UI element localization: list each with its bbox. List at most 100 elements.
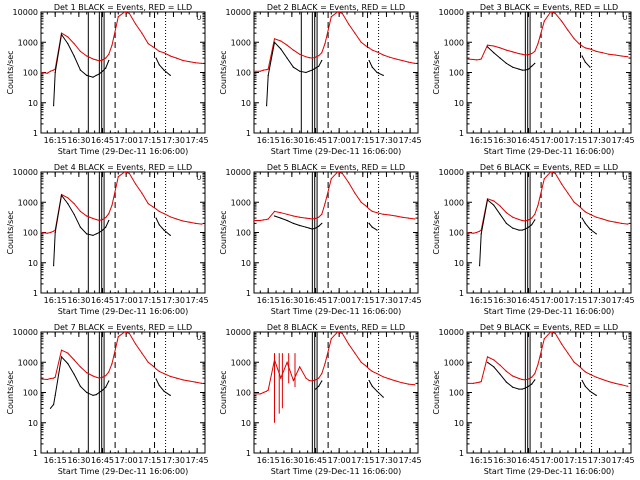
y-axis-label: Counts/sec — [219, 370, 228, 414]
y-tick-label: 10 — [28, 259, 38, 268]
x-tick-label: 16:15 — [44, 136, 67, 145]
x-tick-label: 17:00 — [541, 136, 564, 145]
x-axis-label: Start Time (29-Dec-11 16:06:00) — [271, 147, 402, 156]
y-tick-label: 10 — [241, 419, 251, 428]
x-tick-label: 16:15 — [257, 456, 280, 465]
plot-data — [467, 332, 629, 453]
panel-title: Det 4 BLACK = Events, RED = LLD — [54, 163, 192, 172]
x-axis-label: Start Time (29-Dec-11 16:06:00) — [58, 147, 189, 156]
x-tick-label: 16:30 — [67, 136, 90, 145]
x-tick-label: 17:45 — [186, 456, 209, 465]
plot-data — [467, 172, 629, 293]
x-tick-label: 17:45 — [612, 136, 635, 145]
y-tick-label: 10000 — [439, 328, 464, 337]
y-tick-label: 100 — [236, 69, 251, 78]
panel-det-5: Det 5 BLACK = Events, RED = LLD ∪ 1 10 100 10… — [219, 163, 422, 316]
y-tick-label: 10000 — [13, 328, 38, 337]
events-series-black — [581, 55, 591, 68]
x-tick-label: 16:15 — [257, 296, 280, 305]
y-tick-label: 1000 — [444, 198, 464, 207]
lld-series-red — [41, 12, 202, 74]
corner-marker: ∪ — [409, 173, 415, 182]
y-tick-label: 1 — [246, 129, 251, 138]
x-tick-label: 17:30 — [162, 136, 185, 145]
panel-title: Det 1 BLACK = Events, RED = LLD — [54, 3, 192, 12]
x-tick-label: 17:00 — [541, 296, 564, 305]
panel-det-7: Det 7 BLACK = Events, RED = LLD ∪ 1 10 100 10… — [6, 323, 209, 476]
x-tick-label: 17:15 — [138, 136, 161, 145]
y-tick-label: 1 — [246, 289, 251, 298]
y-axis-label: Counts/sec — [6, 50, 15, 94]
y-axis-label: Counts/sec — [219, 50, 228, 94]
events-series-black — [155, 57, 171, 76]
events-series-black — [155, 217, 171, 236]
panel-det-8: Det 8 BLACK = Events, RED = LLD ∪ 1 10 100 10… — [219, 323, 422, 476]
y-tick-label: 10000 — [226, 328, 251, 337]
corner-marker: ∪ — [622, 333, 628, 342]
y-tick-label: 1 — [33, 289, 38, 298]
corner-marker: ∪ — [622, 13, 628, 22]
events-series-black — [581, 217, 597, 235]
x-tick-label: 17:45 — [399, 136, 422, 145]
x-tick-label: 17:00 — [115, 456, 138, 465]
y-tick-label: 10000 — [226, 168, 251, 177]
x-tick-label: 17:00 — [115, 296, 138, 305]
y-tick-label: 10 — [28, 419, 38, 428]
y-tick-label: 100 — [23, 69, 38, 78]
panel-title: Det 8 BLACK = Events, RED = LLD — [267, 323, 405, 332]
x-tick-label: 17:00 — [328, 296, 351, 305]
y-tick-label: 10 — [454, 259, 464, 268]
y-tick-label: 10000 — [439, 168, 464, 177]
corner-marker: ∪ — [409, 333, 415, 342]
events-series-black — [368, 60, 384, 76]
panel-det-2: Det 2 BLACK = Events, RED = LLD ∪ 1 10 100 10… — [219, 3, 422, 156]
x-tick-label: 16:45 — [517, 136, 540, 145]
y-tick-label: 1 — [459, 289, 464, 298]
x-tick-label: 16:15 — [470, 456, 493, 465]
x-tick-label: 17:00 — [328, 136, 351, 145]
x-tick-label: 17:30 — [162, 456, 185, 465]
y-tick-label: 1000 — [231, 198, 251, 207]
x-tick-label: 17:15 — [351, 296, 374, 305]
lld-series-red — [41, 172, 202, 234]
y-tick-label: 1 — [459, 129, 464, 138]
x-tick-label: 17:00 — [115, 136, 138, 145]
x-tick-label: 16:15 — [44, 456, 67, 465]
y-tick-label: 10 — [454, 419, 464, 428]
x-tick-label: 17:15 — [564, 296, 587, 305]
x-tick-label: 17:30 — [375, 456, 398, 465]
panel-grid: Det 1 BLACK = Events, RED = LLD ∪ 1 10 100 10… — [6, 3, 635, 476]
x-tick-label: 17:00 — [328, 456, 351, 465]
x-tick-label: 16:30 — [493, 296, 516, 305]
x-tick-label: 17:30 — [588, 456, 611, 465]
y-tick-label: 100 — [449, 229, 464, 238]
events-series-black — [274, 215, 323, 230]
x-tick-label: 16:45 — [304, 296, 327, 305]
y-tick-label: 1 — [459, 449, 464, 458]
panel-title: Det 5 BLACK = Events, RED = LLD — [267, 163, 405, 172]
y-tick-label: 100 — [236, 389, 251, 398]
plot-data — [41, 332, 203, 453]
panel-det-3: Det 3 BLACK = Events, RED = LLD ∪ 1 10 100 10… — [432, 3, 635, 156]
y-tick-label: 10 — [28, 99, 38, 108]
x-tick-label: 17:30 — [162, 296, 185, 305]
y-tick-label: 1 — [33, 129, 38, 138]
panel-det-4: Det 4 BLACK = Events, RED = LLD ∪ 1 10 100 10… — [6, 163, 209, 316]
x-tick-label: 16:30 — [493, 136, 516, 145]
corner-marker: ∪ — [196, 173, 202, 182]
plot-data — [254, 12, 416, 133]
panel-title: Det 2 BLACK = Events, RED = LLD — [267, 3, 405, 12]
x-tick-label: 17:45 — [612, 456, 635, 465]
panel-title: Det 7 BLACK = Events, RED = LLD — [54, 323, 192, 332]
y-tick-label: 1000 — [18, 198, 38, 207]
y-tick-label: 1000 — [444, 358, 464, 367]
lld-series-red — [254, 12, 415, 72]
x-axis-label: Start Time (29-Dec-11 16:06:00) — [484, 307, 615, 316]
x-axis-label: Start Time (29-Dec-11 16:06:00) — [271, 467, 402, 476]
x-tick-label: 16:15 — [257, 136, 280, 145]
y-axis-label: Counts/sec — [432, 370, 441, 414]
x-tick-label: 17:30 — [375, 136, 398, 145]
panel-det-9: Det 9 BLACK = Events, RED = LLD ∪ 1 10 100 10… — [432, 323, 635, 476]
